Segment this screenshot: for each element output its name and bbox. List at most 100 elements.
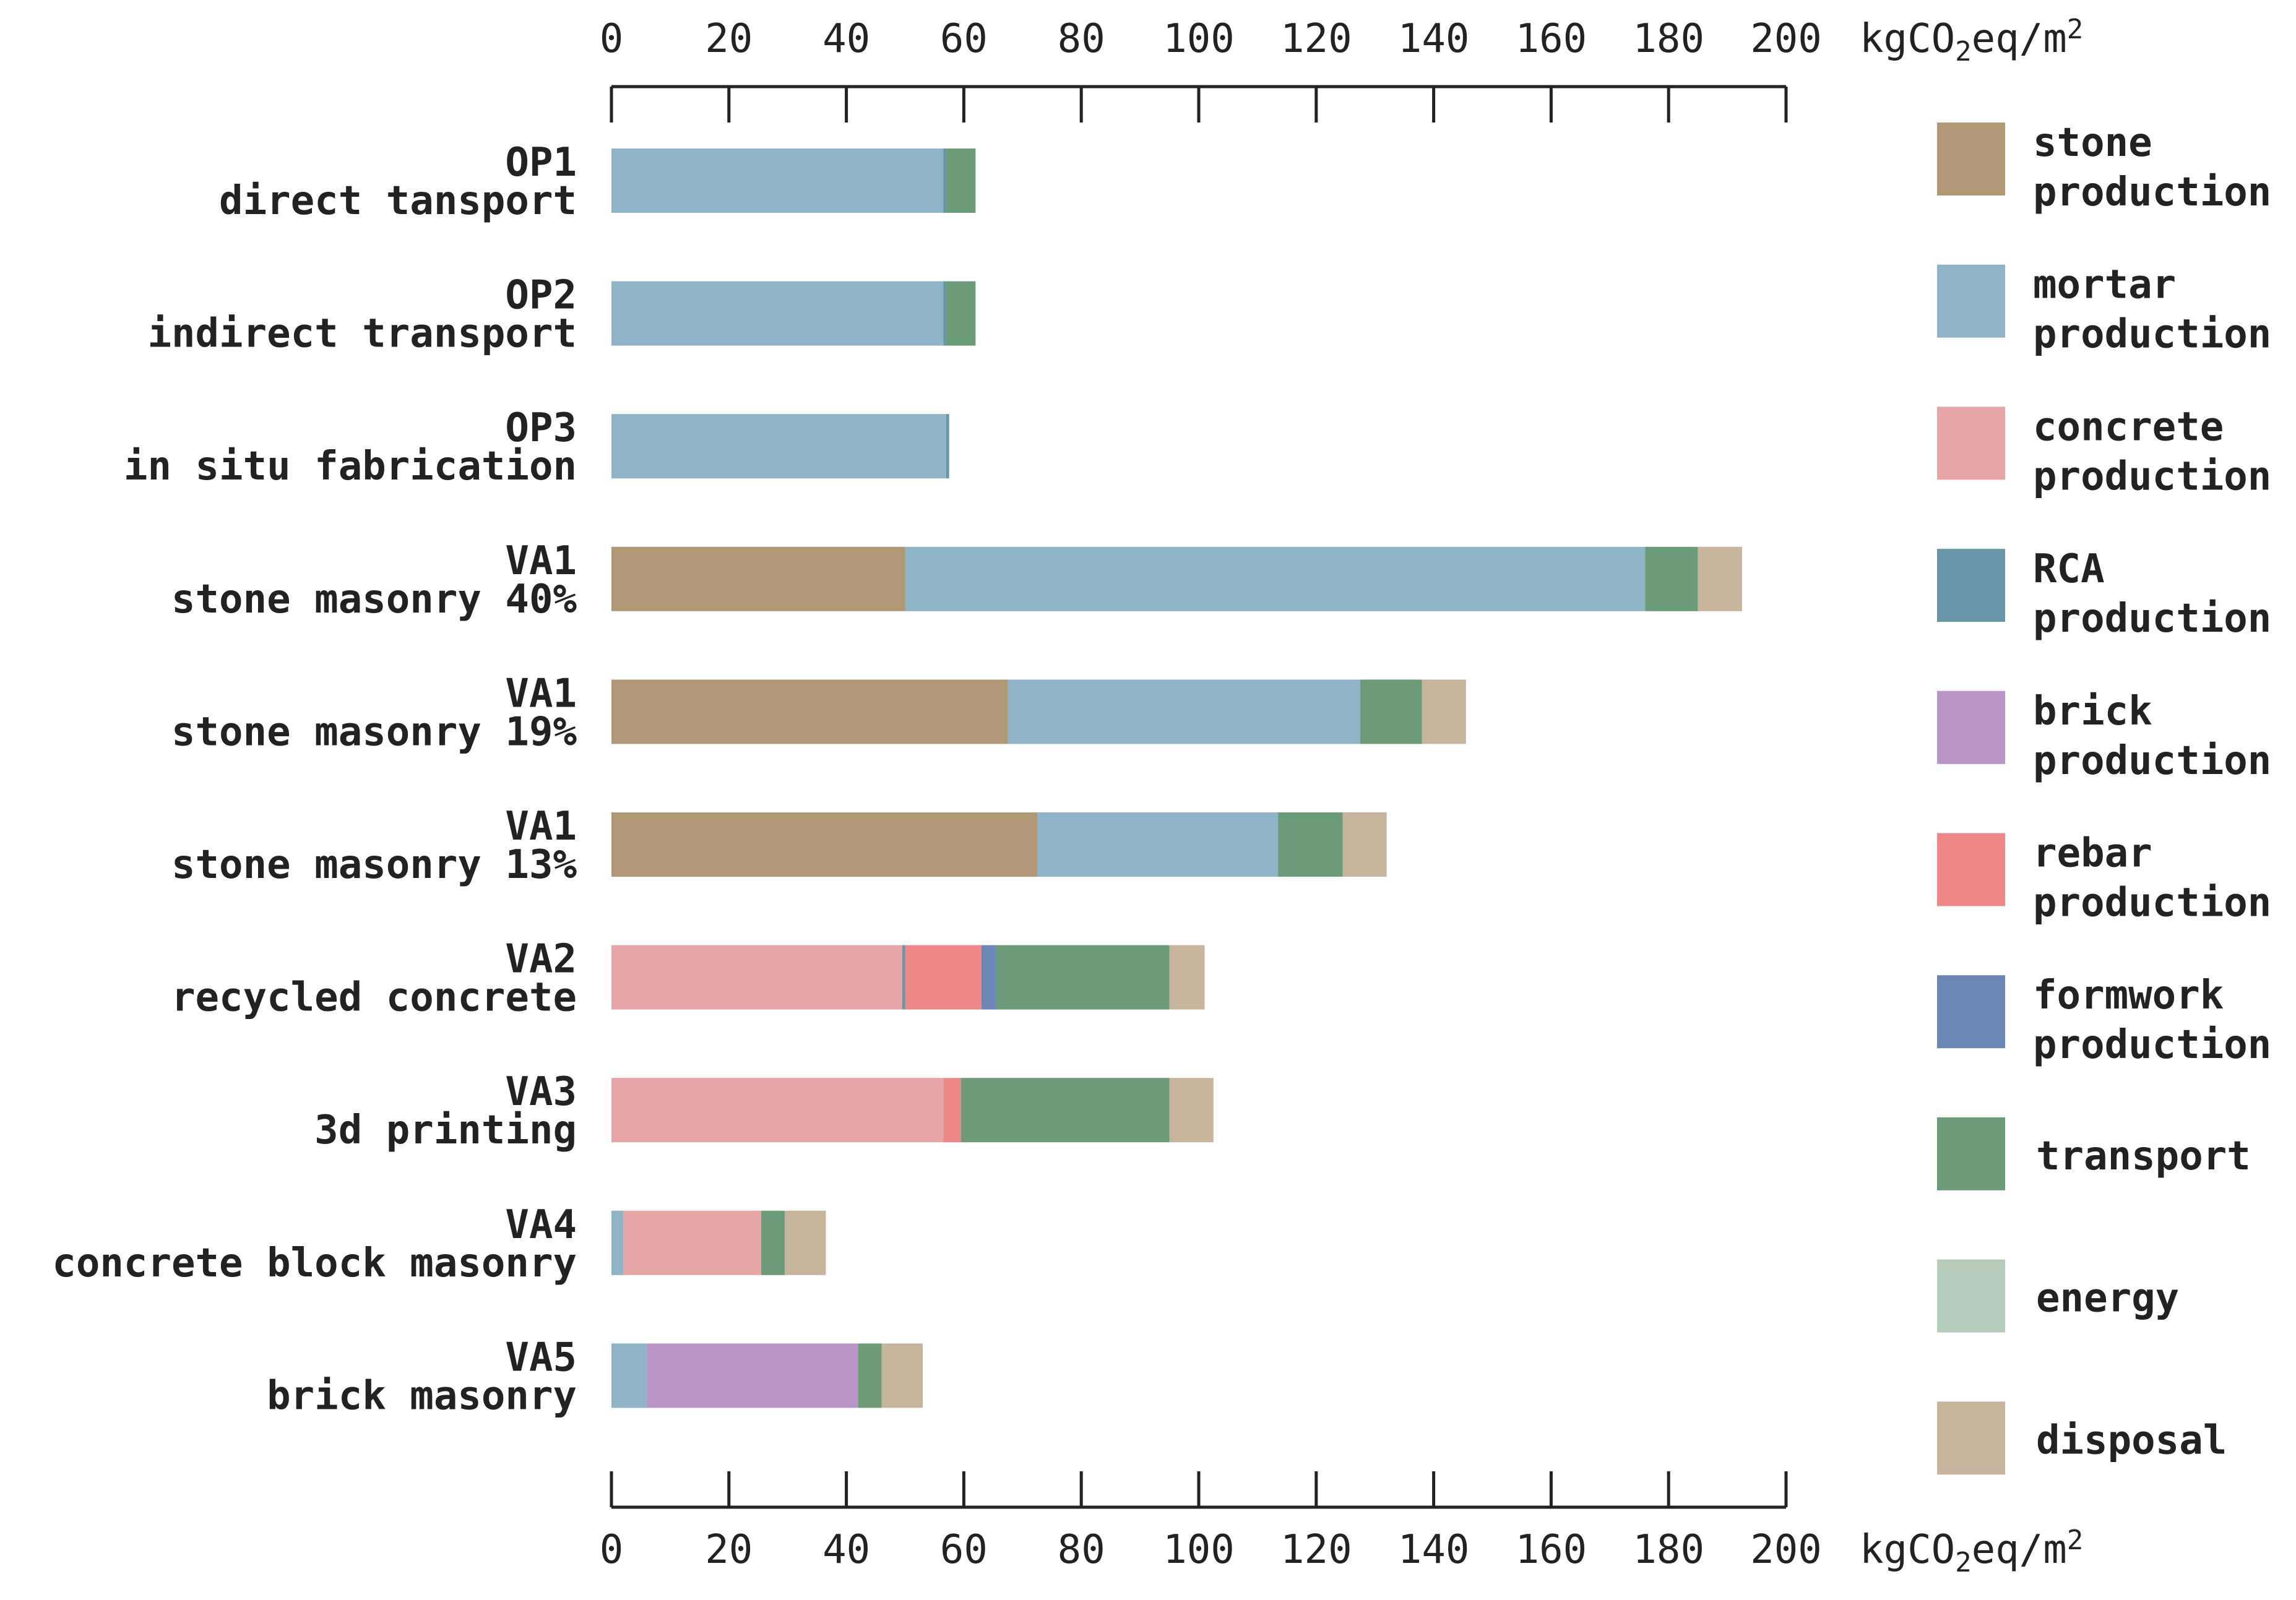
category-name-label: stone masonry 40% [171, 577, 577, 622]
legend-swatch [1937, 549, 2005, 622]
category-name-label: brick masonry [267, 1373, 577, 1419]
legend-label: stone [2033, 120, 2152, 166]
bar-segment-rebar-production [943, 1078, 961, 1143]
bottom-tick-label: 20 [705, 1527, 753, 1573]
category-code-label: VA1 [505, 538, 577, 584]
legend-swatch [1937, 975, 2005, 1049]
bar-segment-mortar-production [611, 1210, 623, 1275]
bar-segment-transport [1278, 812, 1343, 877]
bar-segment-disposal [1422, 679, 1466, 744]
bar-segment-transport [858, 1343, 882, 1408]
top-tick-label: 80 [1058, 16, 1105, 62]
legend-label: concrete [2033, 404, 2224, 450]
top-tick-label: 180 [1633, 16, 1704, 62]
bar-segment-disposal [1342, 812, 1387, 877]
legend-swatch [1937, 1259, 2005, 1333]
bar-segment-concrete-production [623, 1210, 761, 1275]
top-tick-label: 60 [940, 16, 988, 62]
legend-label: production [2033, 738, 2271, 784]
bar-segment-mortar-production [611, 148, 944, 213]
legend-swatch [1937, 406, 2005, 480]
legend-label: production [2033, 170, 2271, 215]
top-unit-label: kgCO2eq/m2 [1860, 14, 2083, 67]
top-tick-label: 120 [1280, 16, 1352, 62]
bar-segment-rca-production [943, 281, 946, 346]
bottom-x-axis: 0 20 40 60 80 100 120 140 160 180 200 kgCO2eq/m2 [600, 1471, 2083, 1578]
bar-segment-concrete-production [611, 945, 902, 1010]
category-name-label: indirect transport [147, 311, 577, 357]
legend-label: transport [2036, 1133, 2251, 1179]
category-code-label: VA1 [505, 671, 577, 716]
bar-segment-stone-production [611, 812, 1038, 877]
category-code-label: VA5 [505, 1335, 577, 1380]
bar-segment-mortar-production [905, 546, 1646, 611]
category-name-label: stone masonry 19% [171, 709, 577, 755]
bar-segment-transport [996, 945, 1170, 1010]
bar-segment-transport [1360, 679, 1422, 744]
legend-swatch [1937, 123, 2005, 196]
top-x-axis: 0 20 40 60 80 100 120 140 160 180 200 kgCO2eq/m2 [600, 14, 2083, 123]
legend-swatch [1937, 833, 2005, 906]
bar-segment-transport [1645, 546, 1698, 611]
bottom-tick-label: 200 [1750, 1527, 1822, 1573]
bar-segment-transport [946, 148, 976, 213]
bottom-tick-label: 120 [1280, 1527, 1352, 1573]
bar-segment-transport [761, 1210, 785, 1275]
legend-label: production [2033, 596, 2271, 642]
top-tick-label: 160 [1516, 16, 1587, 62]
legend-label: disposal [2036, 1417, 2227, 1463]
bar-segment-transport [960, 1078, 1170, 1143]
top-tick-label: 200 [1750, 16, 1822, 62]
category-code-label: OP1 [505, 140, 577, 186]
bar-segment-disposal [1169, 1078, 1214, 1143]
legend: stoneproductionmortarproductionconcretep… [1937, 120, 2271, 1475]
bottom-tick-label: 40 [822, 1527, 870, 1573]
bar-segment-rebar-production [905, 945, 982, 1010]
category-name-label: direct tansport [219, 178, 577, 224]
category-name-label: in situ fabrication [124, 444, 577, 489]
bar-segment-mortar-production [611, 281, 944, 346]
bottom-tick-label: 100 [1163, 1527, 1235, 1573]
bar-segment-transport [946, 281, 976, 346]
legend-label: production [2033, 312, 2271, 358]
bar-segment-concrete-production [611, 1078, 944, 1143]
top-tick-label: 40 [822, 16, 870, 62]
top-tick-label: 100 [1163, 16, 1235, 62]
bar-segment-rca-production [943, 148, 946, 213]
legend-label: RCA [2033, 546, 2105, 592]
legend-swatch [1937, 1401, 2005, 1475]
bottom-unit-label: kgCO2eq/m2 [1860, 1525, 2083, 1578]
category-code-label: VA4 [505, 1202, 577, 1248]
category-name-label: concrete block masonry [52, 1241, 577, 1286]
category-code-label: VA1 [505, 804, 577, 849]
category-code-label: OP2 [505, 273, 577, 319]
bottom-tick-label: 0 [600, 1527, 624, 1573]
bar-segment-stone-production [611, 679, 1008, 744]
legend-label: production [2033, 1022, 2271, 1068]
legend-label: formwork [2033, 973, 2224, 1018]
legend-swatch [1937, 1117, 2005, 1190]
top-tick-label: 0 [600, 16, 624, 62]
category-code-label: VA2 [505, 937, 577, 983]
category-name-label: 3d printing [314, 1108, 577, 1153]
legend-label: production [2033, 454, 2271, 499]
bar-segment-mortar-production [611, 1343, 647, 1408]
category-name-label: recycled concrete [171, 975, 577, 1021]
bar-segment-mortar-production [1037, 812, 1279, 877]
top-tick-label: 140 [1398, 16, 1470, 62]
legend-label: energy [2036, 1276, 2179, 1322]
category-name-label: stone masonry 13% [171, 842, 577, 888]
bar-segment-disposal [881, 1343, 923, 1408]
bottom-tick-label: 140 [1398, 1527, 1470, 1573]
bottom-tick-label: 80 [1058, 1527, 1105, 1573]
bar-segment-rca-production [902, 945, 905, 1010]
legend-label: rebar [2033, 831, 2152, 877]
bar-segment-stone-production [611, 546, 905, 611]
bars-area [611, 148, 1742, 1408]
bar-segment-disposal [1698, 546, 1742, 611]
bottom-tick-label: 60 [940, 1527, 988, 1573]
bar-segment-formwork-production [981, 945, 996, 1010]
top-tick-label: 20 [705, 16, 753, 62]
